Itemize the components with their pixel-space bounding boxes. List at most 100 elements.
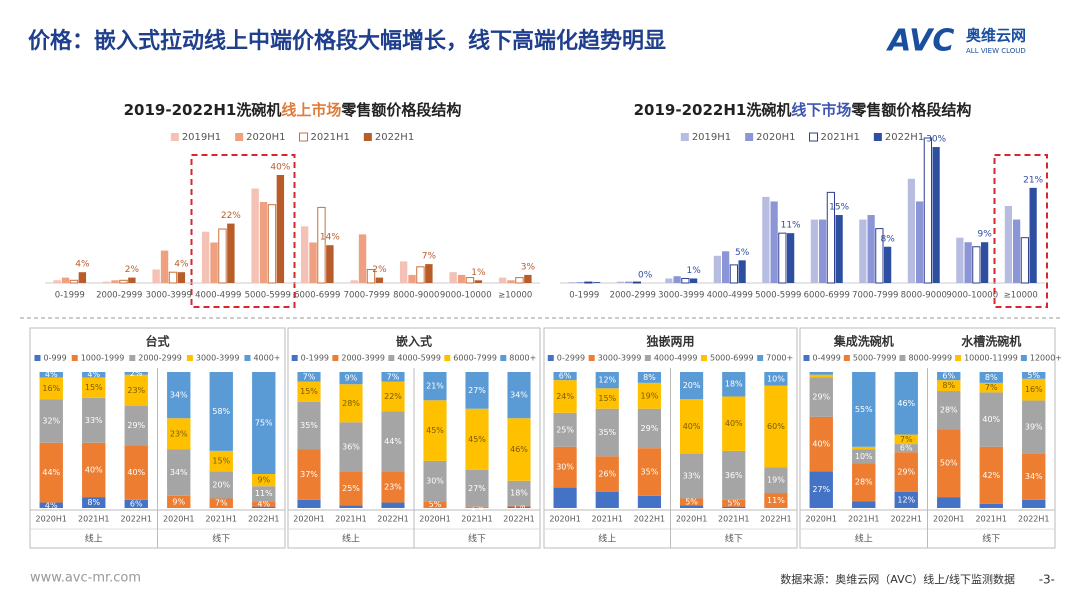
bar: [584, 281, 593, 284]
data-label: 27%: [468, 484, 486, 493]
bar-segment: [937, 391, 961, 430]
bar: [964, 242, 972, 283]
data-label: 30%: [926, 135, 946, 145]
data-label: 9%: [257, 476, 270, 485]
data-label: 14%: [320, 233, 340, 243]
legend-label: 3000-3999: [598, 354, 642, 363]
data-label: 35%: [598, 428, 616, 437]
data-label: 15%: [829, 203, 849, 213]
data-label: 25%: [556, 425, 574, 434]
bar-segment: [39, 502, 63, 508]
bar-segment: [637, 408, 662, 449]
bar-segment: [39, 372, 63, 378]
data-label: 11%: [767, 496, 785, 505]
x-tick-label: 2020H1: [163, 515, 194, 524]
bar-segment: [852, 501, 876, 508]
data-label: 40%: [270, 163, 290, 173]
x-tick-label: ≥10000: [1004, 291, 1038, 301]
legend-label: 0-1999: [301, 354, 329, 363]
data-label: 7%: [215, 499, 228, 508]
chart-title: 2019-2022H1洗碗机线下市场零售额价格段结构: [634, 101, 972, 119]
bar: [251, 188, 259, 283]
chart-title-part: 零售额价格段结构: [850, 101, 971, 119]
data-label: 21%: [426, 382, 444, 391]
bar-segment: [381, 381, 405, 412]
legend-label: 2021H1: [821, 132, 860, 143]
bar-segment: [1022, 378, 1046, 401]
bar-segment: [553, 380, 577, 413]
bar-segment: [637, 382, 662, 409]
data-label: 15%: [598, 394, 616, 403]
x-tick-label: 5000-5999: [245, 291, 291, 301]
bar: [625, 281, 633, 283]
data-label: 34%: [1025, 472, 1043, 481]
data-label: 27%: [468, 386, 486, 395]
data-label: 4%: [45, 370, 58, 379]
x-tick-label: 2020H1: [806, 515, 837, 524]
bar: [474, 280, 483, 283]
bar-segment: [124, 372, 148, 375]
bar-segment: [937, 380, 961, 392]
data-label: 23%: [384, 482, 402, 491]
data-label: 40%: [85, 465, 103, 474]
bar-segment: [894, 372, 918, 435]
bar-segment: [809, 374, 833, 378]
bar-segment: [679, 498, 704, 506]
legend-label: 2019H1: [692, 132, 731, 143]
data-label: 18%: [510, 489, 528, 498]
bar: [111, 280, 119, 283]
bar: [778, 232, 787, 284]
bar: [835, 215, 843, 283]
data-label: 9%: [977, 230, 992, 240]
bar-segment: [82, 372, 106, 378]
bar-segment: [465, 469, 489, 507]
x-tick-label: 2022H1: [503, 515, 534, 524]
bar-segment: [809, 471, 833, 508]
bar-segment: [1022, 372, 1046, 379]
legend-label: 6000-7999: [453, 354, 497, 363]
x-tick-label: 2020H1: [419, 515, 450, 524]
bar-segment: [852, 449, 876, 464]
panel-title: 嵌入式: [396, 334, 432, 349]
data-label: 58%: [212, 407, 230, 416]
bar-segment: [465, 372, 489, 409]
data-label: 40%: [683, 422, 701, 431]
bar-segment: [1022, 400, 1046, 454]
bar-segment: [1022, 499, 1046, 508]
data-label: 28%: [855, 478, 873, 487]
bar-segment: [339, 505, 363, 508]
bar-segment: [553, 487, 577, 508]
x-tick-label: 2020H1: [549, 515, 580, 524]
bar: [152, 269, 160, 283]
x-tick-label: 2022H1: [891, 515, 922, 524]
bar: [762, 196, 770, 283]
legend-label: 10000-11999: [964, 354, 1018, 363]
bar-segment: [465, 506, 489, 508]
data-label: 40%: [812, 440, 830, 449]
data-label: 20%: [212, 480, 230, 489]
data-label: 4%: [174, 260, 189, 270]
bar-segment: [339, 384, 363, 423]
bar-segment: [553, 446, 577, 488]
bar-segment: [894, 444, 918, 453]
bar: [972, 246, 981, 284]
bar-segment: [679, 399, 704, 454]
bar-segment: [595, 408, 619, 457]
x-tick-label: 8000-9000: [901, 291, 947, 301]
group-label: 线上: [342, 533, 360, 545]
bar: [317, 206, 326, 284]
bar: [366, 269, 376, 284]
legend-swatch: [170, 133, 179, 141]
bar-segment: [124, 374, 148, 406]
data-label: 4%: [87, 370, 100, 379]
data-label: 30%: [556, 463, 574, 472]
data-label: 1%: [513, 501, 526, 510]
bar: [119, 279, 128, 284]
bar-segment: [809, 372, 833, 375]
legend-swatch: [843, 355, 850, 361]
bar: [168, 271, 178, 284]
bar-segment: [979, 382, 1003, 393]
data-label: 27%: [812, 485, 830, 494]
x-tick-label: 4000-4999: [707, 291, 753, 301]
